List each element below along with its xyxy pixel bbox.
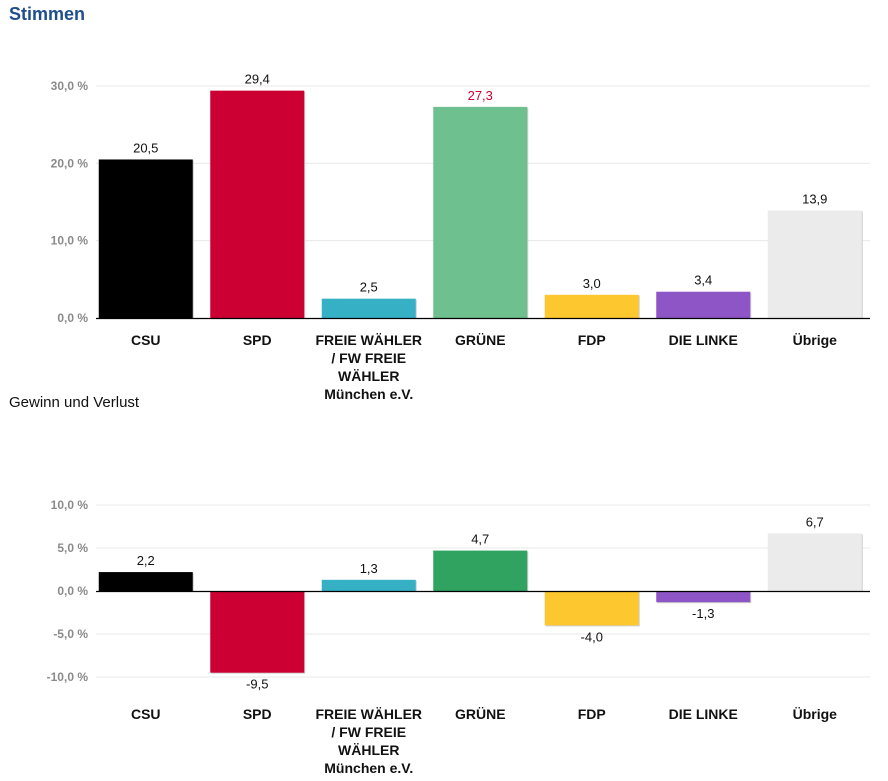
y-tick-label: 30,0 %	[51, 79, 89, 93]
gewinn-verlust-chart: -10,0 % -5,0 % 0,0 % 5,0 % 10,0 % 2,2 CSU -9,5 S…	[47, 498, 870, 776]
y-tick-label: -5,0 %	[53, 627, 88, 641]
category-label: SPD	[243, 332, 272, 348]
bar-grüne[interactable]	[433, 106, 528, 318]
category-label: FDP	[578, 332, 606, 348]
bar-die-linke[interactable]	[656, 291, 751, 318]
value-label: 29,4	[245, 72, 270, 87]
bar-übrige[interactable]	[767, 533, 862, 591]
bar-übrige[interactable]	[767, 210, 862, 318]
category-label: Übrige	[793, 332, 838, 348]
bar-freie-wähler[interactable]	[321, 298, 416, 318]
value-label: 20,5	[133, 140, 158, 155]
bar-spd[interactable]	[210, 591, 305, 673]
category-label: GRÜNE	[455, 332, 506, 348]
value-label: -4,0	[581, 629, 603, 644]
bar-freie-wähler[interactable]	[321, 579, 416, 591]
value-label: 6,7	[806, 514, 824, 529]
category-label: FREIE WÄHLER / FW FREIE WÄHLER München e.V.	[315, 706, 422, 776]
category-label: DIE LINKE	[669, 706, 738, 722]
bar-csu[interactable]	[98, 159, 193, 318]
category-label: FDP	[578, 706, 606, 722]
y-tick-label: 5,0 %	[57, 541, 88, 555]
value-label: 2,2	[137, 553, 155, 568]
value-label: 3,4	[694, 273, 712, 288]
value-label: 4,7	[471, 532, 489, 547]
stimmen-chart: 0,0 % 10,0 % 20,0 % 30,0 % 20,5 CSU 29,4 SPD 2,5…	[51, 72, 870, 402]
value-label: 27,3	[468, 88, 493, 103]
y-tick-label: 0,0 %	[57, 584, 88, 598]
value-label: 2,5	[360, 280, 378, 295]
bar-grüne[interactable]	[433, 550, 528, 591]
value-label: -9,5	[246, 677, 268, 692]
y-tick-label: 10,0 %	[51, 498, 89, 512]
bar-fdp[interactable]	[544, 294, 639, 318]
y-tick-label: 10,0 %	[51, 234, 89, 248]
bar-spd[interactable]	[210, 90, 305, 318]
category-label: CSU	[131, 332, 161, 348]
bar-die-linke[interactable]	[656, 591, 751, 603]
value-label: 13,9	[802, 192, 827, 207]
value-label: 1,3	[360, 561, 378, 576]
category-label: Übrige	[793, 706, 838, 722]
value-label: 3,0	[583, 276, 601, 291]
y-tick-label: 0,0 %	[57, 311, 88, 325]
y-tick-label: -10,0 %	[47, 670, 89, 684]
category-label: GRÜNE	[455, 706, 506, 722]
category-label: CSU	[131, 706, 161, 722]
bar-csu[interactable]	[98, 572, 193, 591]
category-label: SPD	[243, 706, 272, 722]
value-label: -1,3	[692, 606, 714, 621]
category-label: FREIE WÄHLER / FW FREIE WÄHLER München e.V.	[315, 332, 422, 402]
bar-fdp[interactable]	[544, 591, 639, 626]
category-label: DIE LINKE	[669, 332, 738, 348]
chart-title-gewinn-verlust: Gewinn und Verlust	[9, 394, 140, 411]
chart-title-stimmen: Stimmen	[9, 4, 86, 24]
y-tick-label: 20,0 %	[51, 156, 89, 170]
